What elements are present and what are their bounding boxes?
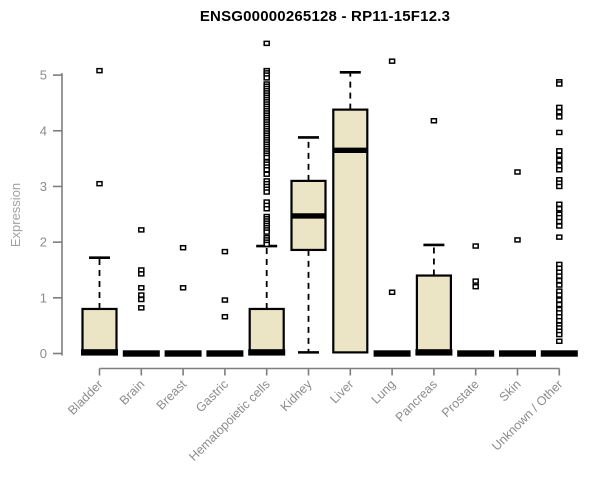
svg-text:Prostate: Prostate <box>439 377 482 420</box>
svg-text:Gastric: Gastric <box>193 377 231 415</box>
svg-text:Bladder: Bladder <box>65 377 105 417</box>
svg-text:Brain: Brain <box>117 377 148 408</box>
svg-text:Breast: Breast <box>154 377 190 413</box>
svg-text:Pancreas: Pancreas <box>393 377 440 424</box>
svg-text:Hematopoietic cells: Hematopoietic cells <box>186 377 273 464</box>
svg-text:Kidney: Kidney <box>278 377 315 414</box>
svg-text:2: 2 <box>40 235 47 250</box>
svg-text:Liver: Liver <box>327 377 356 406</box>
svg-text:3: 3 <box>40 179 47 194</box>
svg-text:Lung: Lung <box>369 377 399 407</box>
svg-text:0: 0 <box>40 346 47 361</box>
svg-text:Unknown / Other: Unknown / Other <box>489 377 565 453</box>
svg-text:Skin: Skin <box>497 377 524 404</box>
svg-text:4: 4 <box>40 123 47 138</box>
svg-text:5: 5 <box>40 68 47 83</box>
chart-title: ENSG00000265128 - RP11-15F12.3 <box>199 8 451 25</box>
svg-text:1: 1 <box>40 290 47 305</box>
